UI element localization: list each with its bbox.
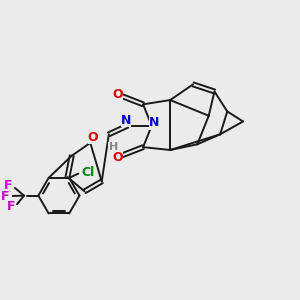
Text: N: N xyxy=(149,116,160,129)
Text: F: F xyxy=(4,179,12,192)
Text: H: H xyxy=(109,142,118,152)
Text: O: O xyxy=(112,88,123,101)
Text: O: O xyxy=(112,151,123,164)
Text: F: F xyxy=(1,190,9,203)
Text: Cl: Cl xyxy=(81,166,94,179)
Text: N: N xyxy=(121,114,131,127)
Text: F: F xyxy=(6,200,15,213)
Text: O: O xyxy=(88,131,98,144)
